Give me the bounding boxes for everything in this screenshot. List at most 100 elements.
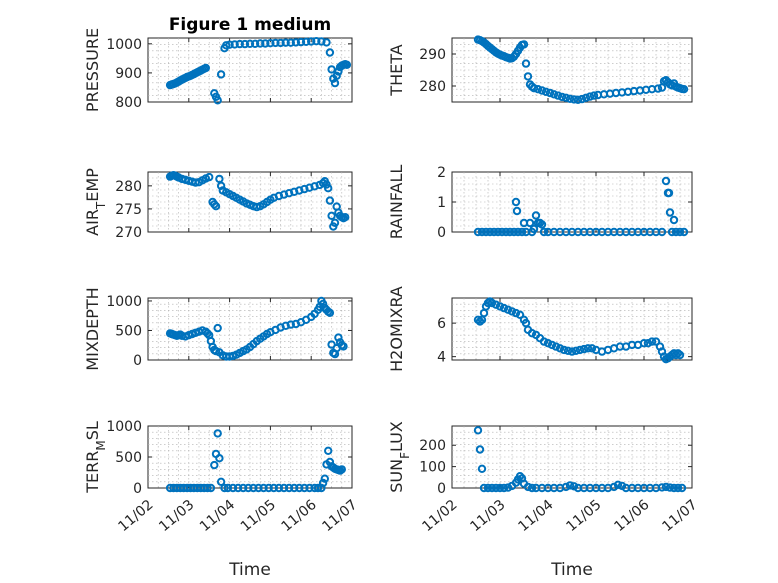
y-label-part: RAINFALL bbox=[387, 165, 406, 240]
y-tick-label: 900 bbox=[115, 66, 142, 82]
data-point bbox=[290, 483, 299, 493]
data-point bbox=[675, 227, 685, 237]
x-tick-label: 11/03 bbox=[156, 497, 197, 535]
data-point bbox=[332, 71, 341, 81]
data-point bbox=[567, 347, 577, 356]
data-point bbox=[211, 202, 221, 211]
data-point bbox=[325, 196, 335, 205]
data-point bbox=[216, 181, 226, 191]
data-point bbox=[583, 344, 593, 353]
data-point bbox=[537, 86, 547, 95]
data-point bbox=[493, 227, 503, 237]
y-tick-label: 275 bbox=[115, 202, 142, 218]
data-point bbox=[325, 308, 335, 317]
x-tick-label: 11/07 bbox=[659, 497, 700, 535]
data-point bbox=[545, 88, 555, 98]
data-point bbox=[667, 227, 677, 237]
y-label-part: MIXDEPTH bbox=[83, 287, 102, 370]
data-point bbox=[295, 483, 304, 493]
data-point bbox=[485, 227, 495, 237]
y-label-subscript: F bbox=[398, 452, 412, 459]
data-point bbox=[286, 320, 295, 329]
data-point bbox=[477, 227, 487, 237]
data-point bbox=[501, 227, 511, 237]
data-point bbox=[477, 464, 487, 473]
data-point bbox=[256, 39, 265, 48]
data-point bbox=[549, 90, 559, 99]
data-point bbox=[330, 218, 340, 228]
data-point bbox=[318, 299, 328, 309]
data-point bbox=[334, 67, 343, 76]
y-tick-label: 270 bbox=[115, 225, 142, 241]
data-point bbox=[561, 93, 571, 103]
y-tick-label: 290 bbox=[419, 47, 446, 63]
data-point bbox=[555, 344, 565, 353]
data-point bbox=[327, 211, 336, 221]
x-tick-label: 11/03 bbox=[467, 497, 508, 535]
data-point bbox=[639, 339, 649, 348]
data-point bbox=[557, 92, 567, 102]
plot-area bbox=[147, 425, 353, 489]
data-point bbox=[651, 337, 661, 346]
data-point bbox=[205, 172, 214, 182]
data-point bbox=[543, 339, 553, 348]
data-point bbox=[497, 227, 507, 237]
y-tick-label: 800 bbox=[115, 95, 142, 111]
data-point bbox=[254, 483, 263, 493]
data-point bbox=[276, 38, 285, 48]
x-tick-label: 11/04 bbox=[515, 497, 556, 535]
y-tick-label: 280 bbox=[419, 79, 446, 95]
data-point bbox=[342, 60, 352, 70]
data-point bbox=[249, 483, 258, 493]
y-tick-label: 0 bbox=[133, 353, 142, 369]
data-point bbox=[541, 87, 551, 97]
y-tick-label: 280 bbox=[115, 179, 142, 195]
data-point bbox=[210, 460, 219, 470]
data-point bbox=[671, 227, 681, 237]
data-point bbox=[569, 95, 579, 104]
data-point bbox=[571, 346, 581, 355]
data-point bbox=[559, 345, 569, 355]
y-label-subscript: M bbox=[94, 440, 108, 450]
y-label-part: SL bbox=[83, 421, 102, 440]
data-point bbox=[239, 483, 248, 493]
data-point bbox=[665, 208, 675, 217]
data-point bbox=[529, 224, 539, 234]
data-point bbox=[313, 483, 323, 493]
y-label-part: LUX bbox=[387, 421, 406, 452]
data-point bbox=[511, 308, 521, 318]
data-point bbox=[266, 39, 275, 48]
data-point bbox=[300, 483, 309, 493]
y-axis-label: SUNFLUX bbox=[387, 421, 412, 493]
y-tick-label: 1000 bbox=[106, 37, 142, 53]
data-point bbox=[569, 482, 579, 491]
data-point bbox=[487, 483, 497, 493]
data-point bbox=[339, 342, 348, 351]
data-point bbox=[228, 483, 238, 493]
y-label-part: H2OMIXRA bbox=[387, 286, 406, 372]
data-point bbox=[203, 483, 212, 493]
y-label-part: THETA bbox=[387, 44, 406, 96]
data-point bbox=[312, 37, 321, 46]
data-point bbox=[250, 39, 260, 48]
data-point bbox=[191, 178, 200, 187]
data-point bbox=[220, 483, 229, 493]
y-axis-label: MIXDEPTH bbox=[83, 287, 102, 370]
data-point bbox=[215, 454, 224, 463]
data-point bbox=[264, 483, 273, 493]
data-point bbox=[673, 483, 683, 493]
y-tick-label: 1 bbox=[437, 195, 446, 211]
y-tick-label: 4 bbox=[437, 350, 446, 366]
data-point bbox=[259, 483, 268, 493]
data-point bbox=[519, 40, 529, 49]
data-point bbox=[589, 91, 599, 100]
data-point bbox=[337, 465, 346, 474]
x-axis-label: Time bbox=[228, 560, 271, 580]
data-point bbox=[503, 483, 513, 492]
data-point bbox=[679, 85, 689, 94]
data-point bbox=[271, 38, 280, 48]
data-point bbox=[499, 483, 509, 493]
data-point bbox=[561, 482, 571, 492]
y-label-part: EMP bbox=[83, 168, 102, 202]
